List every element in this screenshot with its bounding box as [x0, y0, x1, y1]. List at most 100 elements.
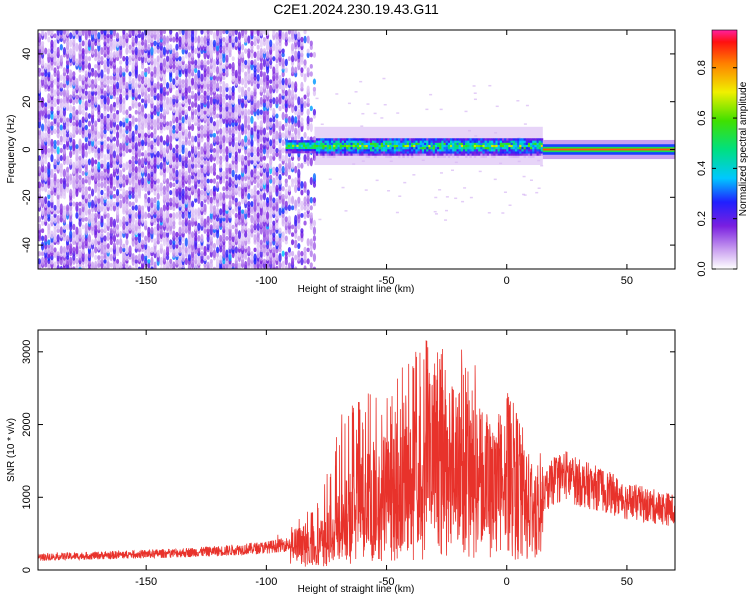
spectrogram-cell: [250, 115, 254, 124]
spectrogram-cell: [272, 97, 276, 105]
spectrogram-cell: [115, 124, 120, 131]
spectrogram-cell: [540, 164, 544, 167]
spectrogram-cell: [430, 140, 433, 143]
spectrogram-cell: [169, 213, 173, 218]
spectrogram-cell: [517, 146, 520, 150]
spectrogram-cell: [469, 146, 472, 150]
spectrogram-cell: [165, 81, 170, 89]
spectrogram-cell: [322, 138, 325, 141]
spectrogram-cell: [415, 146, 418, 150]
spectrogram-cell: [315, 146, 319, 150]
spectrogram-cell: [240, 43, 245, 51]
spectrogram-cell: [228, 126, 232, 136]
spectrogram-cell: [162, 231, 167, 239]
spectrogram-cell: [247, 266, 251, 269]
spectrogram-cell: [87, 98, 92, 104]
spectrogram-cell: [359, 144, 362, 148]
spectrogram-cell: [165, 35, 170, 44]
spectrogram-cell: [134, 30, 138, 37]
spectrogram-cell: [222, 134, 226, 144]
spectrogram-cell: [447, 140, 451, 143]
spectrogram-cell: [497, 153, 501, 156]
spectrogram-cell: [56, 251, 60, 256]
spectrogram-cell: [339, 151, 343, 154]
spectrogram-cell: [150, 143, 154, 150]
spectrogram-cell: [90, 90, 95, 96]
spectrogram-cell: [225, 86, 229, 93]
spectrogram-cell: [337, 149, 340, 152]
spectrogram-cell: [278, 261, 282, 269]
spectrogram-cell: [426, 153, 429, 156]
spectrogram-cell: [290, 224, 295, 230]
spectrogram-cell: [62, 207, 67, 216]
spectrogram-cell: [281, 154, 285, 162]
spectrogram-cell: [90, 71, 95, 77]
spectrogram-cell: [256, 100, 260, 110]
spectrogram-cell: [178, 131, 182, 139]
spectrogram-cell: [312, 86, 317, 92]
spectrogram-cell: [320, 146, 323, 150]
spectrogram-cell: [365, 142, 369, 145]
spectrogram-cell: [454, 142, 457, 145]
spectrogram-cell: [262, 40, 267, 47]
spectrogram-cell: [240, 67, 245, 73]
spectrogram-cell: [275, 113, 279, 119]
spectrogram-cell: [240, 98, 245, 104]
spectrogram-cell: [527, 138, 531, 141]
spectrogram-cell: [508, 155, 511, 158]
spectrogram-cell: [172, 36, 176, 43]
spectrogram-cell: [367, 140, 371, 143]
spectrogram-cell: [495, 151, 498, 154]
spectrogram-cell: [385, 144, 388, 148]
spectrogram-cell: [165, 260, 170, 269]
spectrogram-cell: [376, 146, 379, 150]
spectrogram-cell: [234, 234, 238, 243]
spectrogram-cell: [40, 235, 45, 242]
spectrogram-cell: [400, 151, 403, 154]
spectrogram-cell: [250, 200, 254, 208]
spectrogram-cell: [194, 35, 198, 44]
spectrogram-cell: [65, 74, 70, 82]
spectrogram-cell: [247, 130, 251, 140]
spectrogram-cell: [209, 103, 213, 113]
spectrogram-cell: [44, 216, 48, 223]
spectrogram-cell: [90, 123, 95, 132]
spectrogram-cell: [59, 147, 63, 154]
spectrogram-cell: [190, 60, 195, 65]
spectrogram-cell: [309, 63, 313, 69]
spectrogram-cell: [376, 149, 379, 152]
spectrogram-cell: [234, 104, 238, 113]
spectrogram-cell: [90, 212, 95, 219]
spectrogram-cell: [434, 151, 438, 154]
spectrogram-cell: [320, 142, 323, 145]
spectrogram-cell: [131, 61, 135, 71]
spectrogram-cell: [200, 189, 204, 196]
spectrogram-cell: [50, 124, 54, 131]
spectrogram-cell: [305, 140, 308, 143]
spectrogram-cell: [56, 228, 60, 234]
spectrogram-cell: [287, 142, 291, 145]
spectrogram-cell: [59, 89, 63, 97]
spectrogram-cell: [159, 256, 163, 266]
spectrogram-cell: [256, 190, 260, 195]
spectrogram-cell: [250, 44, 254, 50]
spectrogram-cell: [125, 261, 129, 269]
spectrogram-cell: [415, 144, 418, 148]
spectrogram-cell: [231, 61, 235, 71]
spectrogram-cell: [150, 131, 154, 139]
spectrogram-cell: [56, 146, 60, 155]
spectrogram-cell: [194, 231, 198, 238]
spectrogram-cell: [269, 84, 273, 94]
spectrogram-cell: [65, 182, 70, 188]
spectrogram-cell: [387, 146, 390, 150]
spectrogram-cell: [200, 124, 204, 131]
spectrogram-cell: [369, 144, 373, 148]
spectrogram-cell: [380, 149, 384, 152]
spectrogram-cell: [382, 77, 386, 80]
spectrogram-cell: [72, 105, 76, 111]
spectrogram-cell: [184, 237, 188, 247]
spectrogram-cell: [421, 153, 425, 156]
spectrogram-cell: [212, 170, 217, 176]
spectrogram-cell: [322, 149, 325, 152]
spectrogram-cell: [419, 138, 423, 141]
